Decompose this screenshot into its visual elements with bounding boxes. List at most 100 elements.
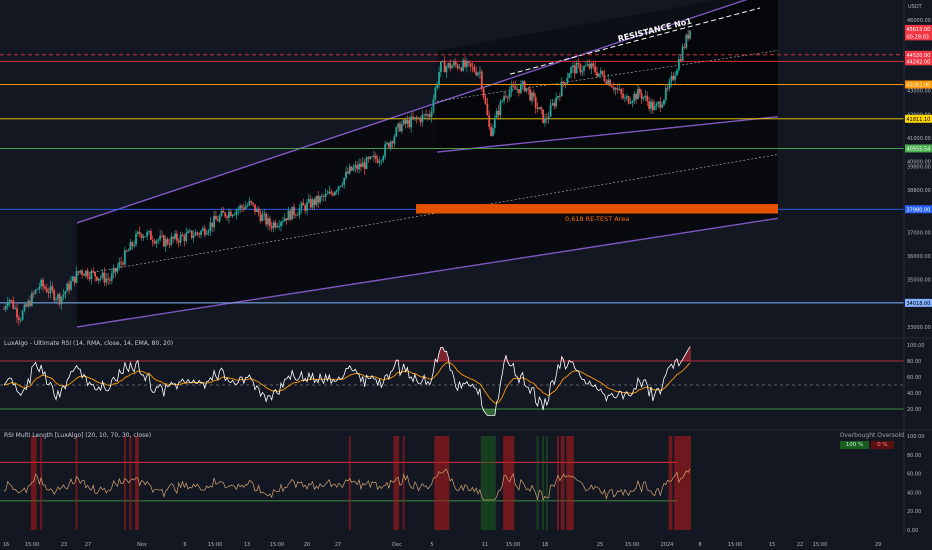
candle-body — [495, 110, 498, 118]
candle-body — [501, 100, 504, 102]
candle-body — [544, 118, 546, 123]
candle-body — [129, 242, 132, 251]
candle-body — [360, 163, 362, 168]
candle-body — [423, 114, 426, 116]
candle-body — [168, 243, 171, 245]
mtf-tick-label: 20.00 — [907, 509, 921, 515]
candle-body — [365, 157, 368, 169]
candle-body — [229, 211, 232, 217]
candle-body — [75, 271, 78, 283]
candle-body — [436, 84, 439, 88]
candle-body — [408, 120, 411, 128]
candle-body — [200, 230, 202, 235]
candle-body — [475, 71, 478, 76]
candle-body — [40, 279, 43, 287]
candle-body — [103, 272, 106, 283]
candle-body — [689, 30, 691, 39]
candle-body — [441, 61, 444, 62]
candle-body — [73, 276, 76, 283]
candle-body — [112, 268, 115, 274]
candle-body — [618, 89, 621, 90]
candle-body — [21, 311, 24, 320]
time-tick-label: 13 — [244, 542, 250, 548]
candle-body — [479, 71, 481, 73]
price-tick-label: 41000.00 — [907, 136, 931, 142]
time-tick-label: 2024 — [661, 542, 674, 548]
candle-body — [445, 66, 448, 73]
candle-body — [547, 116, 550, 120]
candle-body — [125, 250, 128, 252]
candle-body — [570, 67, 572, 74]
candle-body — [196, 232, 199, 234]
candle-body — [354, 165, 357, 168]
channel-lower-line — [76, 217, 779, 328]
candle-body — [45, 288, 48, 293]
candle-body — [683, 46, 686, 48]
rsi-tick-label: 80.00 — [907, 359, 921, 365]
candle-body — [560, 81, 563, 97]
candle-body — [81, 270, 83, 275]
candle-body — [361, 162, 364, 168]
price-tick-label: 39800.00 — [907, 164, 931, 170]
price-badge-text: 41811.10 — [907, 117, 931, 123]
candle-body — [140, 233, 143, 238]
price-tick-label: 33000.00 — [907, 325, 931, 331]
candle-body — [77, 271, 80, 273]
candle-body — [452, 62, 455, 66]
inner-mid-line — [436, 50, 779, 102]
candle-body — [484, 97, 487, 104]
candle-body — [369, 156, 372, 159]
price-tick-label: 40000.00 — [907, 160, 931, 166]
rsi-pane[interactable] — [0, 346, 904, 416]
candle-body — [27, 300, 30, 307]
candle-body — [611, 85, 613, 88]
candle-body — [324, 193, 327, 197]
candle-body — [434, 87, 437, 100]
candle-body — [144, 236, 147, 238]
candle-body — [322, 196, 325, 197]
candle-body — [584, 65, 587, 67]
candle-body — [267, 218, 269, 225]
candle-body — [356, 165, 359, 170]
price-badge — [905, 50, 932, 59]
rsi-multi-pane[interactable] — [0, 436, 691, 530]
candle-body — [23, 304, 26, 312]
candle-body — [417, 117, 420, 119]
candle-body — [287, 210, 290, 221]
candle-body — [99, 277, 102, 279]
candle-body — [480, 71, 483, 89]
retest-area-box — [416, 204, 778, 214]
candle-body — [203, 228, 206, 235]
rsi-multi-pane-title: RSI Multi Length [LuxAlgo] (20, 10, 70, … — [4, 432, 152, 439]
rsi-line — [3, 346, 691, 416]
candle-body — [19, 319, 22, 321]
candle-body — [581, 70, 584, 73]
candle-body — [136, 231, 139, 234]
time-tick-label: 11 — [482, 542, 488, 548]
candle-body — [607, 79, 610, 85]
candle-body — [454, 62, 457, 65]
candle-body — [413, 117, 416, 119]
candle-body — [194, 232, 197, 236]
candle-body — [603, 74, 606, 82]
candle-body — [629, 102, 632, 104]
candle-body — [464, 60, 466, 67]
candle-body — [531, 92, 533, 101]
candle-body — [627, 96, 630, 104]
candle-body — [142, 236, 145, 238]
overbought-value: 100 % — [839, 441, 870, 449]
rsi-tick-label: 40.00 — [907, 391, 921, 397]
candle-body — [216, 219, 219, 222]
candle-body — [8, 300, 11, 303]
time-tick-label: 15:00 — [506, 542, 520, 548]
candle-body — [469, 62, 472, 67]
candle-body — [583, 66, 585, 71]
candle-body — [393, 136, 396, 144]
candle-body — [263, 213, 266, 215]
candle-body — [624, 97, 626, 99]
candle-body — [88, 277, 91, 280]
candle-body — [430, 111, 433, 117]
candle-body — [58, 294, 61, 305]
